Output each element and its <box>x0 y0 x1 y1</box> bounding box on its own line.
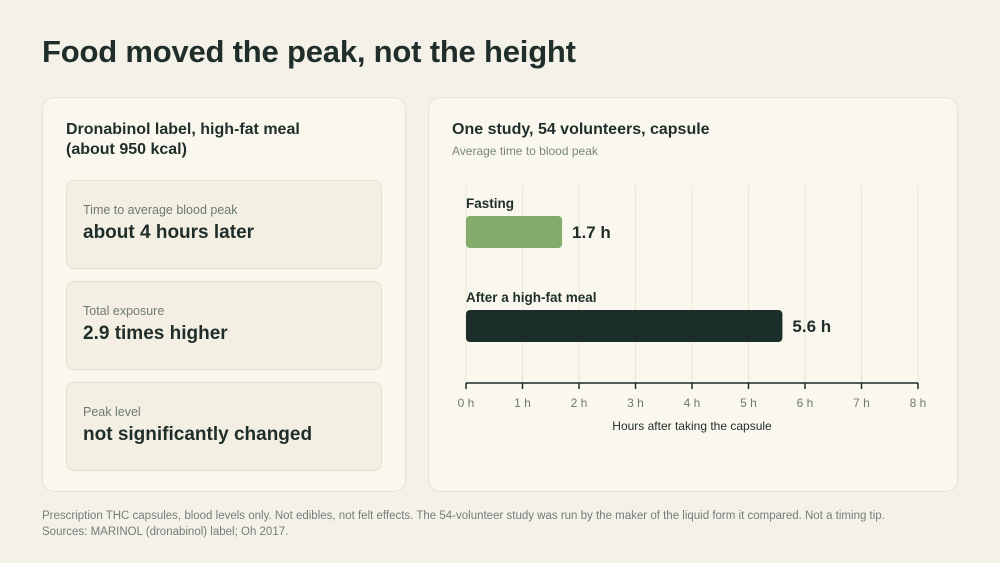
x-tick-label: 2 h <box>571 396 588 410</box>
stat-value: 2.9 times higher <box>83 323 228 344</box>
time-to-peak-chart: Fasting 1.7 h After a high-fat meal 5.6 h 0 … <box>458 186 927 433</box>
stat-value: not significantly changed <box>83 424 313 445</box>
x-tick-label: 0 h <box>458 396 475 410</box>
stat-box-total-exposure: Total exposure 2.9 times higher <box>66 281 382 370</box>
stat-label: Total exposure <box>83 304 165 318</box>
stat-box-time-to-peak: Time to average blood peak about 4 hours… <box>66 180 382 269</box>
x-tick-label: 6 h <box>797 396 814 410</box>
stat-label: Peak level <box>83 405 141 419</box>
label-card-heading: Dronabinol label, high-fat meal (about 9… <box>66 120 300 160</box>
study-chart-card: One study, 54 volunteers, capsule Averag… <box>428 97 958 492</box>
bar-category-label: After a high-fat meal <box>466 290 597 305</box>
footnote-sources: Sources: MARINOL (dronabinol) label; Oh … <box>42 526 289 538</box>
footnote: Prescription THC capsules, blood levels … <box>42 508 885 540</box>
x-tick-label: 3 h <box>627 396 644 410</box>
bar <box>466 216 563 248</box>
chart-card-heading: One study, 54 volunteers, capsule <box>452 121 710 138</box>
label-summary-card: Dronabinol label, high-fat meal (about 9… <box>42 97 406 492</box>
stat-value: about 4 hours later <box>83 222 255 243</box>
page-title: Food moved the peak, not the height <box>42 34 576 69</box>
bar-value-label: 5.6 h <box>792 317 831 336</box>
x-tick-label: 8 h <box>910 396 927 410</box>
x-tick-label: 7 h <box>853 396 870 410</box>
chart-card-subheading: Average time to blood peak <box>452 144 598 158</box>
x-tick-label: 4 h <box>684 396 701 410</box>
x-tick-label: 5 h <box>740 396 757 410</box>
bar-category-label: Fasting <box>466 196 514 211</box>
x-tick-label: 1 h <box>514 396 531 410</box>
label-card-heading-line2: (about 950 kcal) <box>66 141 187 158</box>
stat-box-peak-level: Peak level not significantly changed <box>66 382 382 471</box>
label-card-heading-line1: Dronabinol label, high-fat meal <box>66 121 300 138</box>
bar-value-label: 1.7 h <box>572 223 611 242</box>
bar <box>466 310 783 342</box>
footnote-caveat: Prescription THC capsules, blood levels … <box>42 510 885 522</box>
stat-label: Time to average blood peak <box>83 203 238 217</box>
x-axis-label: Hours after taking the capsule <box>612 419 772 433</box>
